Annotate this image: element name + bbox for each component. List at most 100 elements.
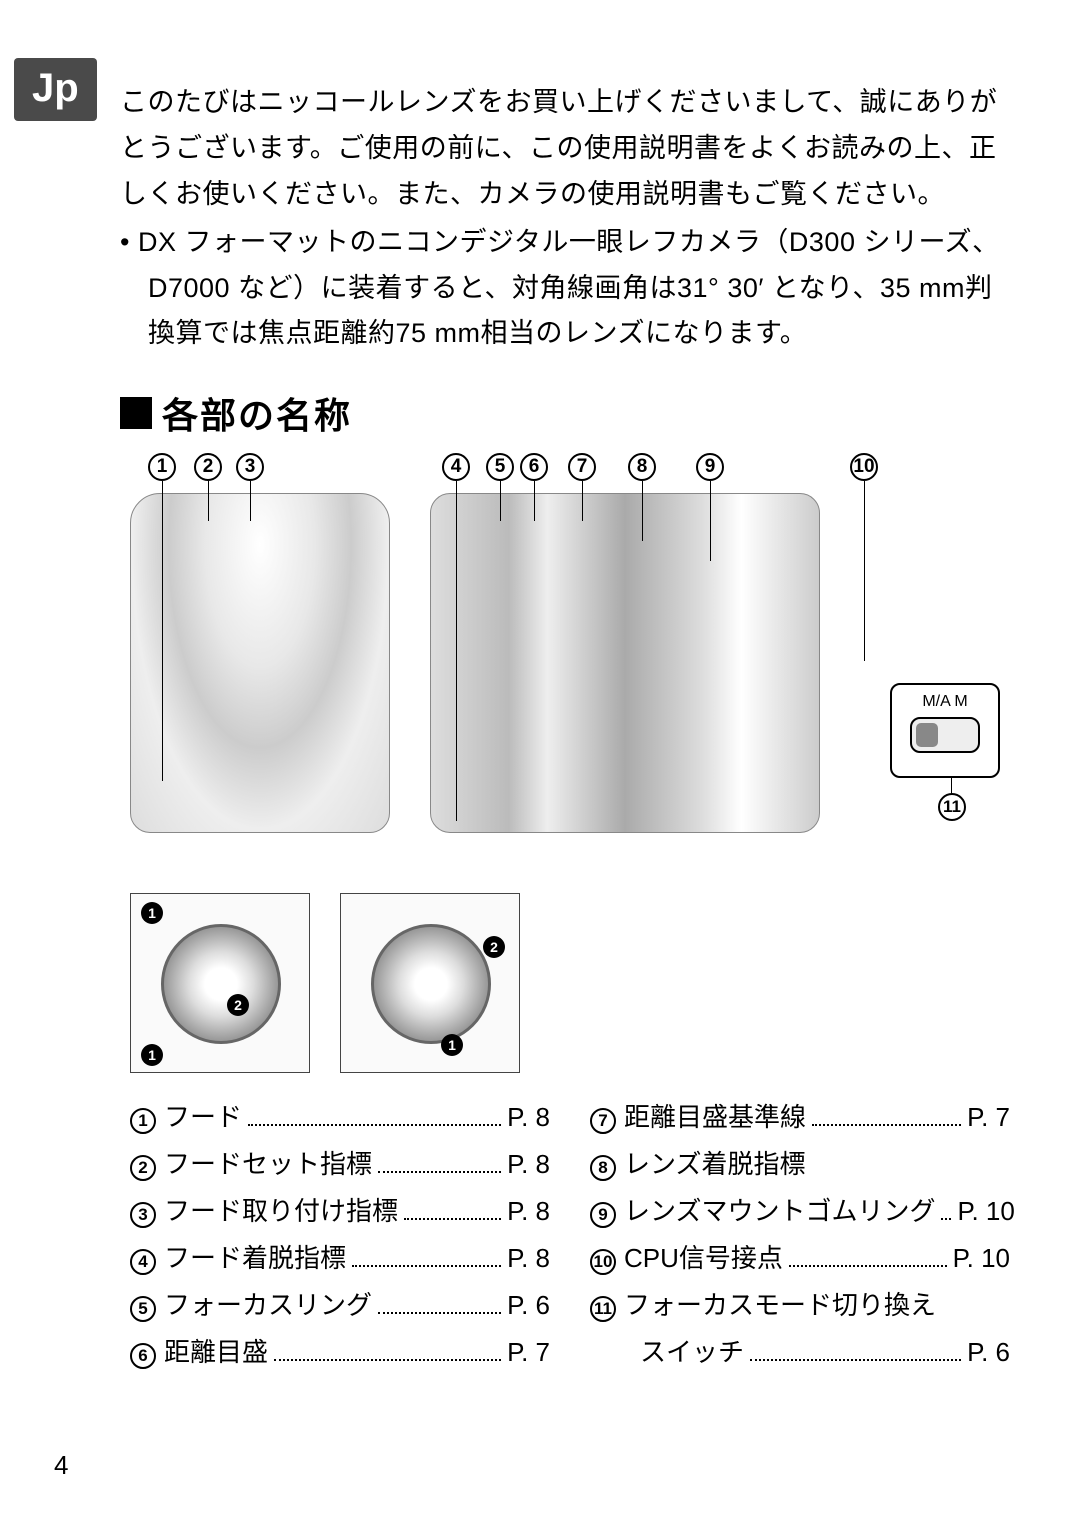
leader-dots [750,1359,961,1361]
leader-line [500,481,501,521]
leader-dots [248,1124,501,1126]
front-cap-diagram: 1 2 1 [130,893,310,1073]
parts-diagram: 1 2 3 4 5 6 7 8 9 10 M/A M 11 [130,453,1010,883]
leader-line [208,481,209,521]
part-label: スイッチ [640,1332,744,1369]
parts-item: 3 フード取り付け指標 P. 8 [130,1191,550,1228]
part-number: 8 [590,1155,616,1181]
cap-callout-1b: 1 [141,1044,163,1066]
rear-cap-diagram: 2 1 [340,893,520,1073]
part-page: P. 6 [967,1337,1010,1368]
cap-callout-1: 1 [441,1034,463,1056]
part-number: 10 [590,1249,616,1275]
part-label: 距離目盛 [164,1332,268,1369]
lens-hood-illustration [130,493,390,833]
part-label: フォーカスリング [164,1285,372,1322]
callout-5: 5 [486,453,514,481]
parts-item: 1 フード P. 8 [130,1097,550,1134]
leader-dots [941,1218,951,1220]
lens-cap-diagrams: 1 2 1 2 1 [130,893,1010,1073]
part-number: 11 [590,1296,616,1322]
parts-item: 5 フォーカスリング P. 6 [130,1285,550,1322]
leader-line [162,481,163,781]
section-heading: 各部の名称 [120,387,1010,439]
intro-bullet: • DX フォーマットのニコンデジタル一眼レフカメラ（D300 シリーズ、D70… [120,220,1010,358]
callout-3: 3 [236,453,264,481]
callout-8: 8 [628,453,656,481]
part-number: 7 [590,1108,616,1134]
part-label: CPU信号接点 [624,1238,783,1275]
part-label: フード着脱指標 [164,1238,346,1275]
switch-knob-icon [916,723,938,747]
leader-line [951,778,952,794]
callout-11: 11 [938,793,966,821]
part-label: フードセット指標 [164,1144,372,1181]
callout-2: 2 [194,453,222,481]
parts-column-left: 1 フード P. 8 2 フードセット指標 P. 8 3 フード取り付け指標 P… [130,1097,550,1379]
callout-numbers-row: 1 2 3 4 5 6 7 8 9 10 [130,453,1010,483]
parts-item: 8 レンズ着脱指標 [590,1144,1010,1181]
parts-item: 10 CPU信号接点 P. 10 [590,1238,1010,1275]
callout-7: 7 [568,453,596,481]
part-number: 5 [130,1296,156,1322]
callout-1: 1 [148,453,176,481]
cap-callout-1: 1 [141,902,163,924]
callout-9: 9 [696,453,724,481]
intro-text: このたびはニッコールレンズをお買い上げくださいまして、誠にありがとうございます。… [120,80,1010,357]
parts-item: 4 フード着脱指標 P. 8 [130,1238,550,1275]
callout-6: 6 [520,453,548,481]
part-label: フォーカスモード切り換え [624,1285,936,1322]
cap-circle-icon [161,924,281,1044]
part-label: フード [164,1097,242,1134]
parts-item: 6 距離目盛 P. 7 [130,1332,550,1369]
lens-body-illustration [430,493,820,833]
intro-paragraph: このたびはニッコールレンズをお買い上げくださいまして、誠にありがとうございます。… [120,80,1010,218]
part-number: 2 [130,1155,156,1181]
leader-line [250,481,251,521]
switch-body-icon [910,717,980,753]
callout-4: 4 [442,453,470,481]
part-label: レンズ着脱指標 [624,1144,805,1181]
parts-index-list: 1 フード P. 8 2 フードセット指標 P. 8 3 フード取り付け指標 P… [130,1097,1010,1379]
leader-line [864,481,865,661]
part-page: P. 7 [967,1102,1010,1133]
leader-line [582,481,583,521]
heading-square-icon [120,397,152,429]
part-page: P. 8 [507,1243,550,1274]
leader-dots [378,1171,501,1173]
part-page: P. 10 [953,1243,1010,1274]
part-number: 6 [130,1343,156,1369]
part-label: 距離目盛基準線 [624,1097,806,1134]
cap-callout-2: 2 [483,936,505,958]
part-number: 3 [130,1202,156,1228]
part-number: 1 [130,1108,156,1134]
leader-dots [352,1265,501,1267]
part-page: P. 8 [507,1149,550,1180]
leader-dots [789,1265,947,1267]
leader-line [534,481,535,521]
section-title-text: 各部の名称 [162,387,352,439]
part-page: P. 6 [507,1290,550,1321]
part-page: P. 8 [507,1196,550,1227]
parts-column-right: 7 距離目盛基準線 P. 7 8 レンズ着脱指標 9 レンズマウントゴムリング … [590,1097,1010,1379]
leader-line [642,481,643,541]
focus-switch-detail: M/A M [890,683,1000,778]
leader-line [710,481,711,561]
part-label: フード取り付け指標 [164,1191,398,1228]
manual-page: Jp このたびはニッコールレンズをお買い上げくださいまして、誠にありがとうござい… [0,0,1080,1521]
leader-line [456,481,457,821]
part-page: P. 8 [507,1102,550,1133]
cap-circle-icon [371,924,491,1044]
parts-item: 7 距離目盛基準線 P. 7 [590,1097,1010,1134]
leader-dots [378,1312,501,1314]
part-page: P. 10 [957,1196,1014,1227]
callout-10: 10 [850,453,878,481]
page-number: 4 [54,1450,68,1481]
leader-dots [404,1218,501,1220]
leader-dots [812,1124,961,1126]
leader-dots [274,1359,501,1361]
language-tab: Jp [14,58,97,121]
parts-item-continuation: スイッチ P. 6 [590,1332,1010,1369]
parts-item: 9 レンズマウントゴムリング P. 10 [590,1191,1010,1228]
part-label: レンズマウントゴムリング [624,1191,935,1228]
